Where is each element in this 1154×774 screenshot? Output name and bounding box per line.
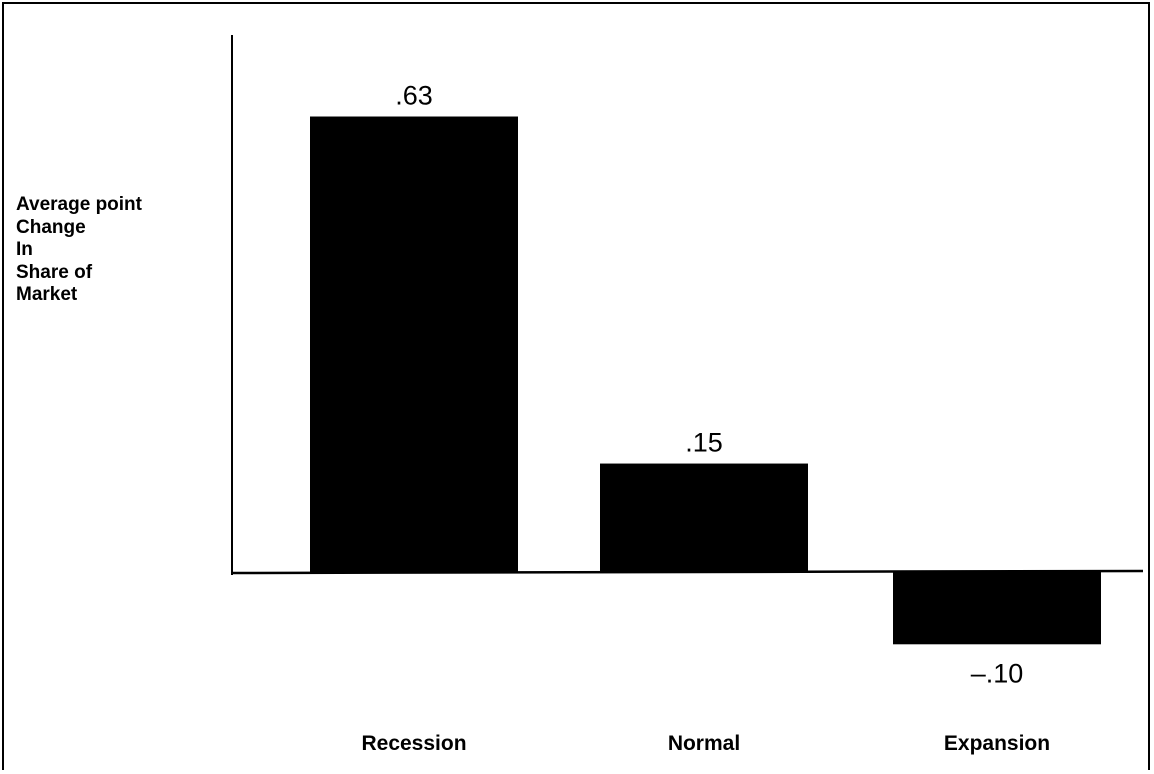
bar-normal	[600, 463, 808, 572]
bars-group	[310, 116, 1101, 645]
bar-expansion	[893, 572, 1101, 645]
y-axis-label: Average point Change In Share of Market	[16, 194, 142, 305]
bar-recession	[310, 116, 518, 572]
category-label-expansion: Expansion	[944, 732, 1050, 755]
value-label-expansion: –.10	[971, 658, 1024, 688]
value-label-normal: .15	[685, 428, 723, 458]
value-labels-group: .63 .15 –.10	[395, 81, 1023, 689]
category-labels-group: Recession Normal Expansion	[361, 732, 1050, 755]
category-label-normal: Normal	[668, 732, 740, 755]
value-label-recession: .63	[395, 81, 433, 111]
category-label-recession: Recession	[361, 732, 466, 755]
